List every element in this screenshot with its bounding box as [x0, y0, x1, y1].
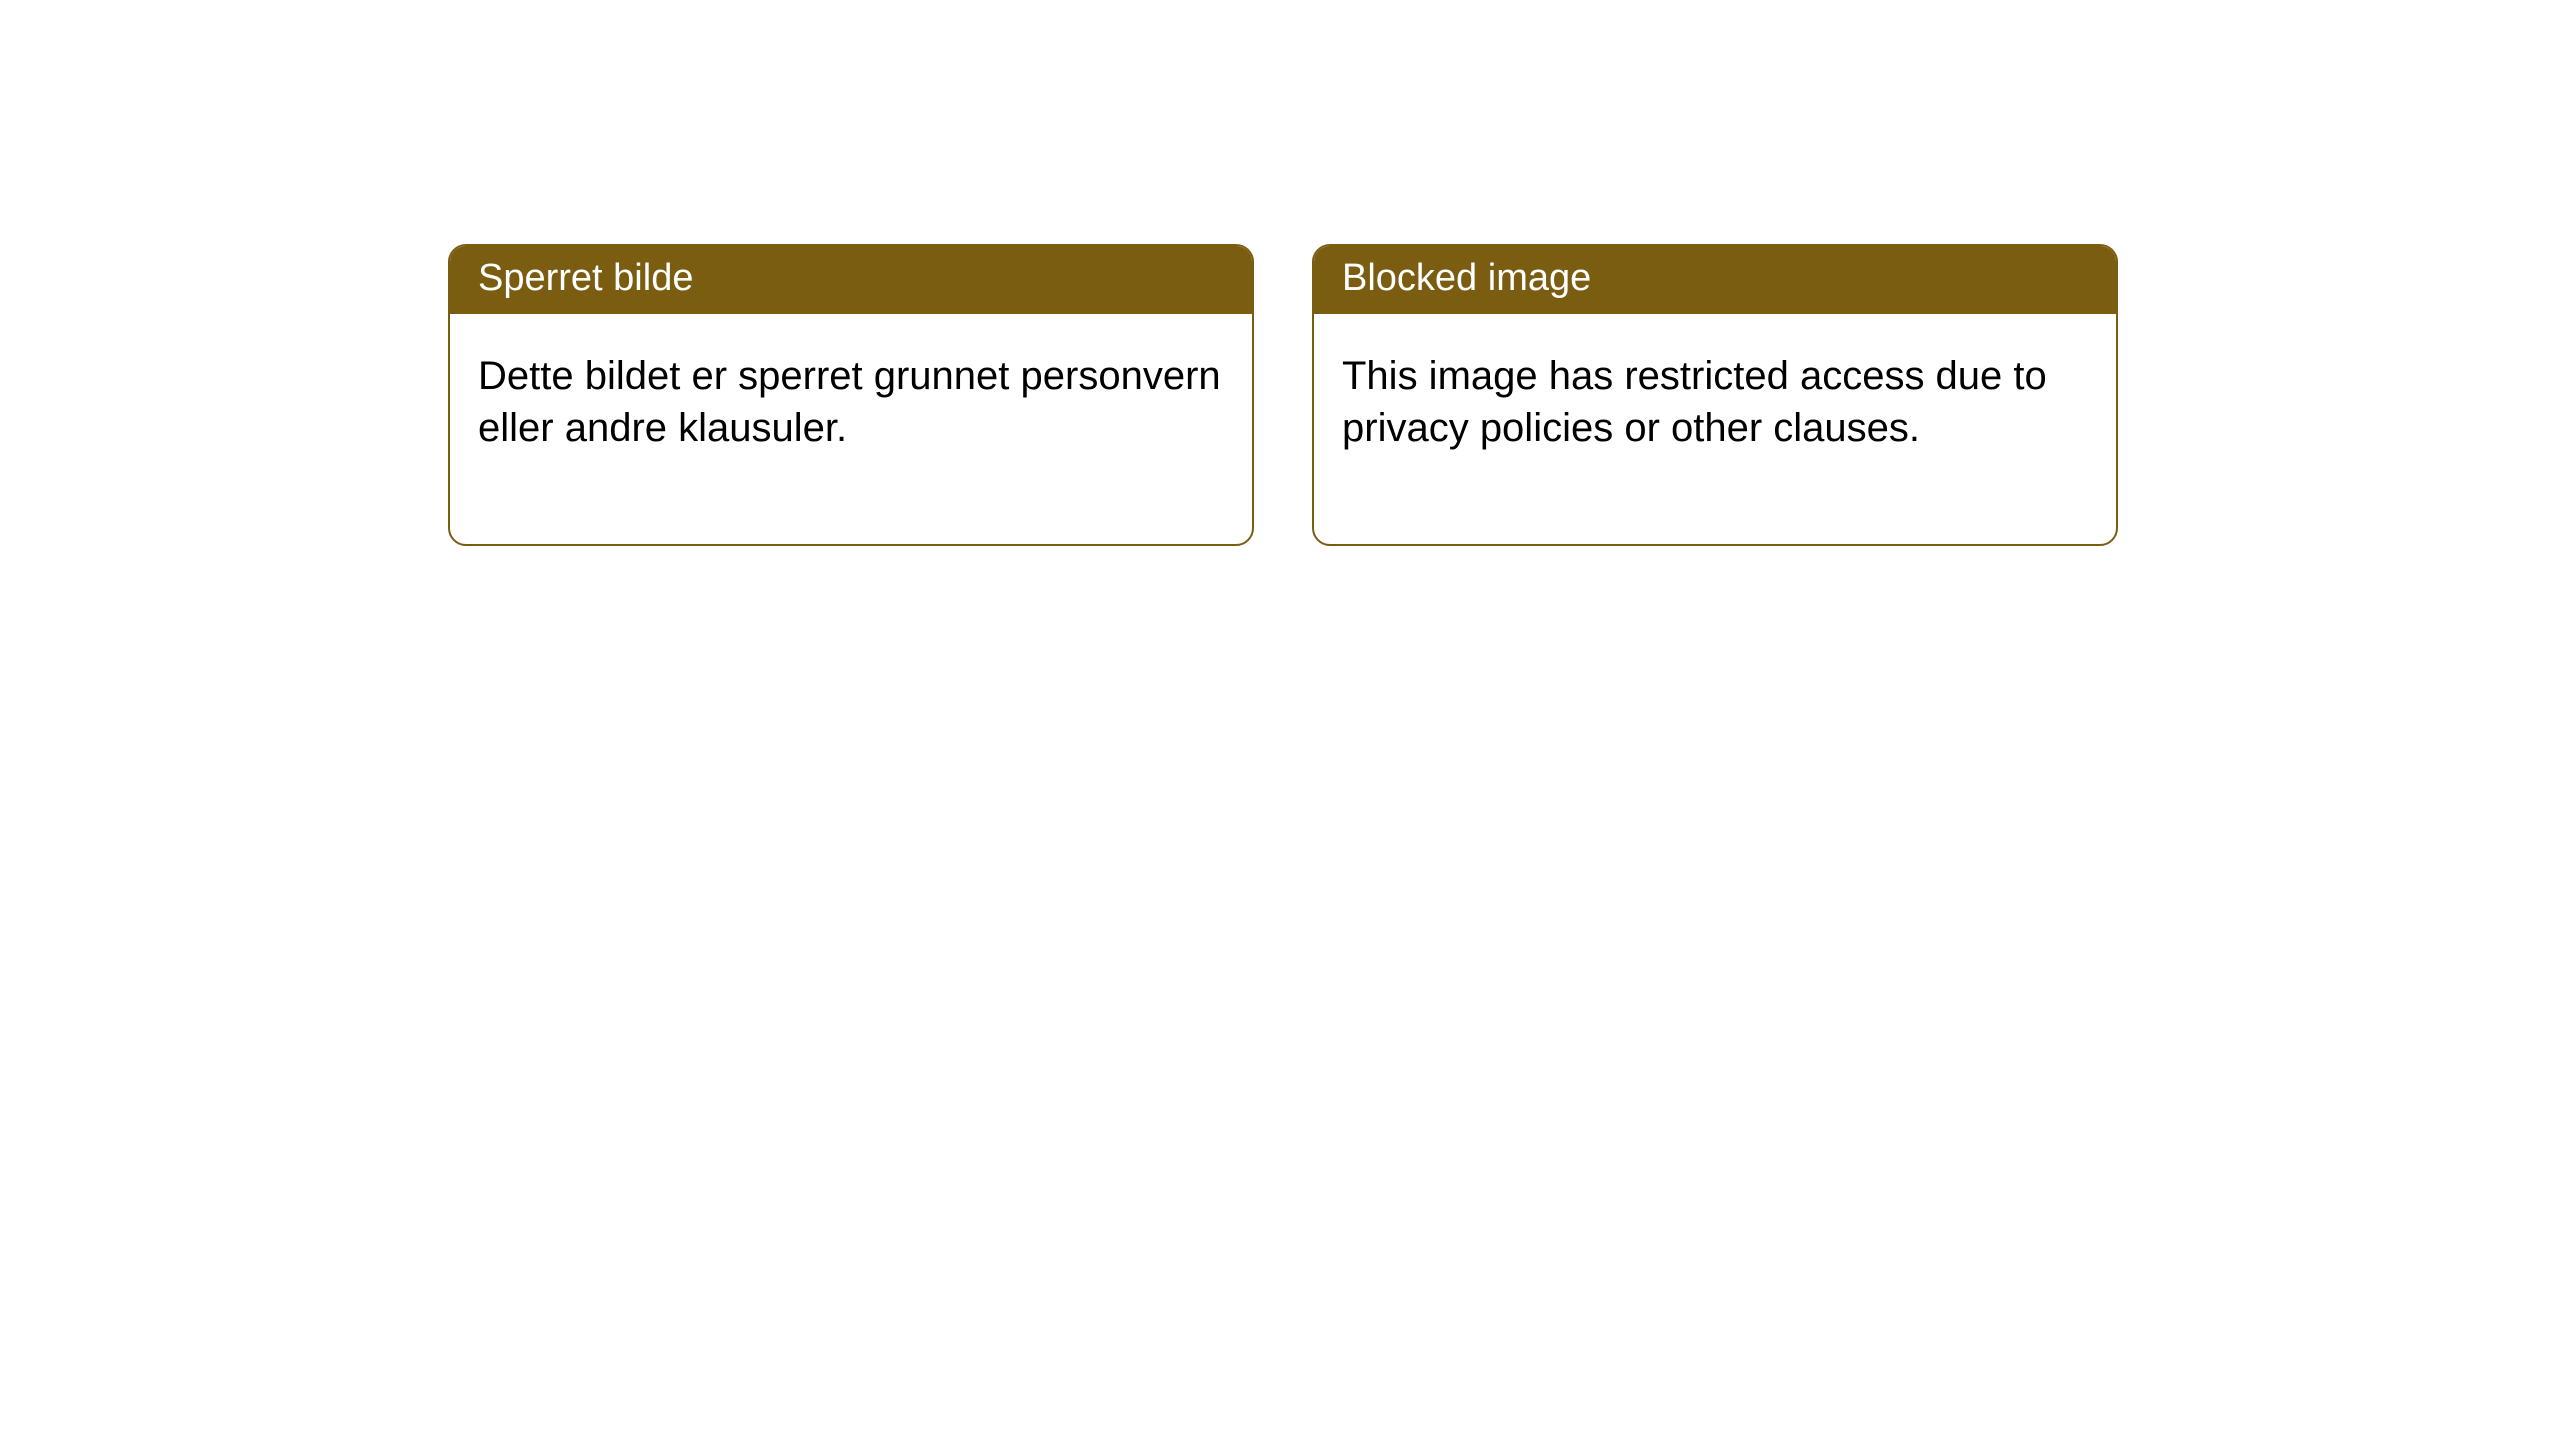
notice-body: This image has restricted access due to …	[1314, 314, 2116, 544]
notice-body: Dette bildet er sperret grunnet personve…	[450, 314, 1252, 544]
notice-container: Sperret bilde Dette bildet er sperret gr…	[448, 244, 2118, 546]
notice-card-english: Blocked image This image has restricted …	[1312, 244, 2118, 546]
notice-card-norwegian: Sperret bilde Dette bildet er sperret gr…	[448, 244, 1254, 546]
notice-title: Blocked image	[1314, 246, 2116, 314]
notice-title: Sperret bilde	[450, 246, 1252, 314]
